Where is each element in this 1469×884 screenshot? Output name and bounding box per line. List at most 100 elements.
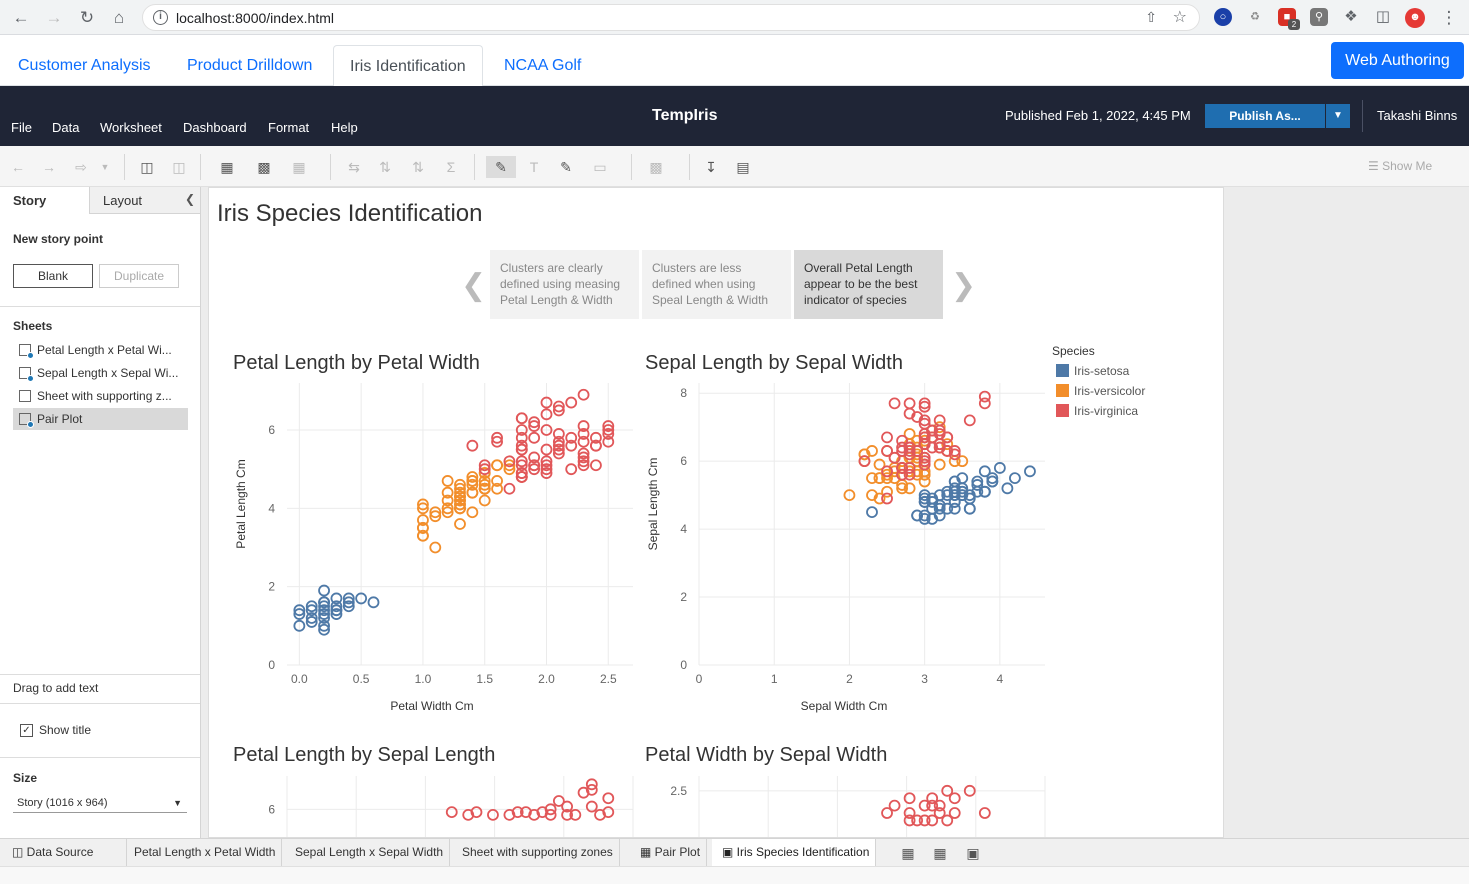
data-point[interactable]	[933, 428, 946, 440]
data-point[interactable]	[445, 806, 458, 819]
data-point[interactable]	[441, 475, 454, 487]
data-point[interactable]	[903, 445, 916, 457]
data-point[interactable]	[540, 455, 553, 468]
data-point[interactable]	[466, 486, 479, 499]
data-point[interactable]	[888, 465, 901, 478]
data-point[interactable]	[487, 808, 499, 821]
menu-dashboard[interactable]: Dashboard	[183, 120, 247, 135]
story-point-3[interactable]: Overall Petal Length appear to be the be…	[794, 250, 943, 319]
data-point[interactable]	[491, 431, 503, 444]
data-point[interactable]	[590, 459, 602, 472]
data-point[interactable]	[918, 513, 931, 525]
data-point[interactable]	[466, 475, 479, 487]
data-point[interactable]	[293, 608, 306, 620]
data-point[interactable]	[911, 448, 924, 461]
data-point[interactable]	[552, 447, 565, 460]
data-point[interactable]	[602, 420, 615, 432]
data-point[interactable]	[903, 428, 916, 440]
data-point[interactable]	[918, 496, 931, 508]
data-point[interactable]	[561, 808, 573, 821]
data-point[interactable]	[454, 490, 466, 503]
data-point[interactable]	[470, 806, 483, 819]
data-point[interactable]	[948, 448, 961, 461]
data-point[interactable]	[544, 808, 557, 821]
data-point[interactable]	[918, 438, 931, 451]
collapse-panel-icon[interactable]: ❮	[185, 192, 196, 206]
data-point[interactable]	[918, 414, 931, 427]
browser-menu-icon[interactable]: ⋮	[1440, 8, 1458, 27]
data-point[interactable]	[441, 506, 454, 519]
petal-width-by-sepal-width-plot[interactable]: 2.5	[641, 776, 1046, 838]
size-select[interactable]: Story (1016 x 964) ▼	[13, 793, 187, 813]
data-point[interactable]	[594, 808, 606, 821]
data-point[interactable]	[478, 482, 491, 495]
sort-descending-icon[interactable]: ⇅	[412, 159, 424, 175]
data-point[interactable]	[305, 612, 318, 624]
data-point[interactable]	[528, 808, 541, 821]
data-point[interactable]	[330, 608, 343, 620]
back-icon[interactable]: ←	[12, 8, 30, 27]
data-point[interactable]	[602, 428, 615, 440]
legend-item-setosa[interactable]: Iris-setosa	[1052, 364, 1145, 384]
reload-icon[interactable]: ↻	[79, 8, 95, 27]
data-point[interactable]	[896, 434, 908, 447]
data-point[interactable]	[971, 479, 984, 491]
pause-updates-icon[interactable]: ◫	[172, 159, 186, 175]
format-workbook-icon[interactable]: ✎	[560, 159, 572, 175]
data-point[interactable]	[478, 463, 491, 476]
data-point[interactable]	[429, 506, 442, 519]
data-point[interactable]	[429, 510, 442, 523]
data-point[interactable]	[454, 502, 466, 515]
data-point[interactable]	[911, 814, 924, 827]
data-point[interactable]	[602, 424, 615, 436]
data-point[interactable]	[918, 458, 931, 471]
data-point[interactable]	[342, 596, 355, 609]
sort-ascending-icon[interactable]: ⇅	[379, 159, 391, 175]
swap-rows-columns-icon[interactable]: ⇆	[348, 159, 360, 175]
data-point[interactable]	[941, 485, 954, 498]
data-point[interactable]	[948, 807, 961, 819]
data-point[interactable]	[318, 604, 330, 617]
duplicate-sheet-icon[interactable]: ▩	[257, 159, 271, 175]
data-point[interactable]	[540, 463, 553, 476]
data-point[interactable]	[926, 496, 939, 508]
data-point[interactable]	[918, 431, 931, 444]
data-point[interactable]	[926, 424, 939, 437]
new-dashboard-icon[interactable]: ▦	[933, 845, 947, 861]
forward-icon[interactable]: →	[45, 8, 63, 27]
data-point[interactable]	[896, 482, 908, 495]
extension-recycle-icon[interactable]: ♻	[1250, 11, 1260, 23]
data-point[interactable]	[585, 783, 598, 796]
data-point[interactable]	[881, 492, 893, 505]
data-point[interactable]	[503, 455, 516, 468]
new-worksheet-icon[interactable]: ▦	[220, 159, 234, 175]
data-point[interactable]	[330, 592, 343, 605]
data-point[interactable]	[978, 397, 991, 410]
tab-ncaa-golf[interactable]: NCAA Golf	[504, 57, 582, 74]
data-point[interactable]	[454, 478, 466, 491]
data-point[interactable]	[441, 502, 454, 515]
data-point[interactable]	[888, 451, 901, 464]
tab-sheet-with-supporting-zones[interactable]: Sheet with supporting zones	[456, 839, 620, 866]
highlight-icon[interactable]: ✎	[486, 156, 516, 178]
data-point[interactable]	[577, 455, 590, 468]
show-title-checkbox[interactable]: ✓	[20, 724, 33, 737]
data-point[interactable]	[896, 462, 908, 474]
data-point[interactable]	[318, 612, 330, 624]
data-point[interactable]	[515, 455, 528, 468]
data-point[interactable]	[577, 388, 590, 401]
data-point[interactable]	[552, 443, 565, 456]
data-point[interactable]	[888, 799, 901, 812]
data-point[interactable]	[926, 431, 939, 444]
tab-story[interactable]: Story	[0, 187, 90, 214]
data-point[interactable]	[858, 455, 871, 468]
data-point[interactable]	[503, 459, 516, 472]
show-mark-labels-icon[interactable]: T	[529, 159, 539, 175]
data-point[interactable]	[342, 592, 355, 605]
extension-circle-icon[interactable]: ○	[1214, 8, 1232, 26]
data-point[interactable]	[318, 619, 330, 632]
data-point[interactable]	[956, 472, 969, 485]
data-point[interactable]	[565, 439, 578, 452]
next-story-point-icon[interactable]: ❯	[951, 269, 977, 302]
data-point[interactable]	[918, 799, 931, 812]
